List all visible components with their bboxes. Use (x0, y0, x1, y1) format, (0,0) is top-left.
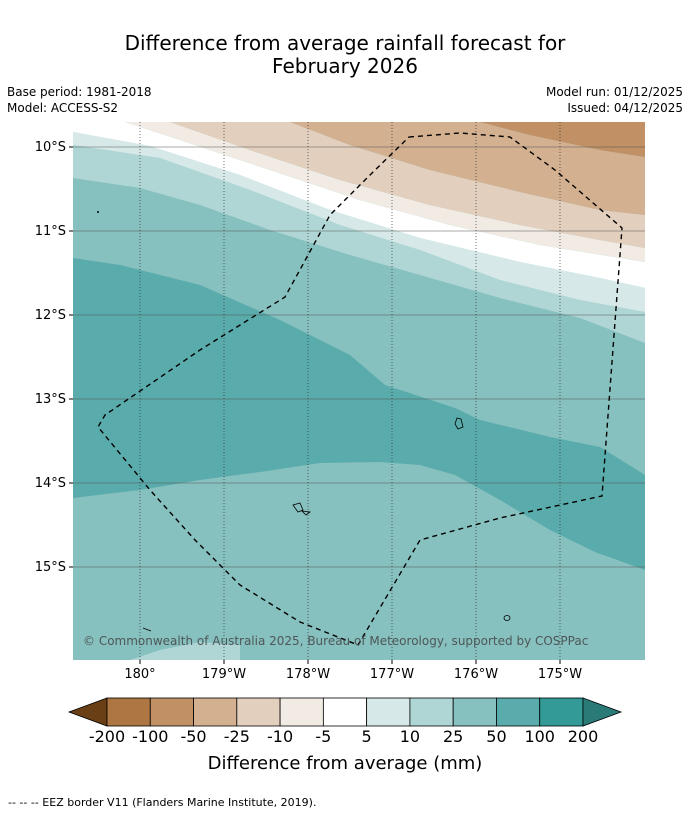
graticule (73, 146, 645, 568)
axis-ticks (69, 146, 561, 664)
band-minus10-minus5 (125, 122, 645, 262)
island-northwest (97, 211, 99, 213)
colorbar-swatch (322, 697, 368, 727)
colorbar-swatch (496, 697, 541, 727)
island-east (454, 417, 464, 430)
band-minus100-minus50 (480, 122, 645, 157)
eez-border (97, 132, 623, 646)
lon-label: 177°W (370, 667, 414, 682)
lat-label: 10°S (35, 140, 66, 155)
band-10-25-south (130, 642, 240, 660)
colorbar-tick-label: -100 (132, 727, 169, 746)
base-period: Base period: 1981-2018 (7, 85, 152, 99)
lat-label: 15°S (35, 560, 66, 575)
island-southeast (503, 615, 511, 621)
map-title-line1: Difference from average rainfall forecas… (124, 31, 566, 55)
colorbar-swatch (539, 697, 584, 727)
lat-label: 12°S (35, 308, 66, 323)
copyright-notice: © Commonwealth of Australia 2025, Bureau… (83, 634, 588, 648)
eez-footnote: -- -- -- EEZ border V11 (Flanders Marine… (8, 796, 317, 809)
colorbar-tick-label: 200 (567, 727, 599, 746)
colorbar-swatch (193, 697, 238, 727)
map-area (73, 122, 645, 660)
colorbar-tick-label: -25 (223, 727, 250, 746)
band-10-25 (73, 145, 645, 343)
colorbar-label: Difference from average (mm) (207, 753, 483, 774)
colorbar-swatch (106, 697, 151, 727)
colorbar-tick-label: 50 (486, 727, 507, 746)
lat-label: 11°S (35, 224, 66, 239)
model-name: Model: ACCESS-S2 (7, 101, 119, 115)
lon-label: 179°W (202, 667, 246, 682)
lon-label: 178°W (286, 667, 330, 682)
band-5-10 (73, 132, 645, 312)
colorbar-tick-label: -50 (180, 727, 207, 746)
colorbar-tick-label: -10 (267, 727, 294, 746)
model-run: Model run: 01/12/2025 (545, 85, 683, 99)
colorbar-tick-label: 5 (361, 727, 372, 746)
colorbar-tick-label: -200 (88, 727, 126, 746)
island-central (292, 502, 312, 516)
colorbar-extend-low (67, 697, 108, 727)
colorbar-swatch (409, 697, 454, 727)
colorbar-extend-high (582, 697, 623, 727)
colorbar-swatch (149, 697, 194, 727)
issued-date: Issued: 04/12/2025 (567, 101, 683, 115)
band-minus25-minus10 (170, 122, 645, 248)
island-southwest (142, 627, 152, 632)
colorbar (67, 697, 623, 727)
colorbar-swatch (236, 697, 281, 727)
colorbar-swatch (452, 697, 497, 727)
map-title-line2: February 2026 (272, 54, 418, 78)
lon-label: 180° (124, 667, 155, 682)
colorbar-tick-label: 100 (524, 727, 555, 746)
band-50-100 (73, 258, 645, 570)
lon-label: 176°W (454, 667, 498, 682)
lon-label: 175°W (538, 667, 582, 682)
colorbar-tick-label: -5 (315, 727, 332, 746)
colorbar-tick-label: 25 (442, 727, 464, 746)
colorbar-tick-label: 10 (399, 727, 421, 746)
lat-label: 14°S (35, 476, 66, 491)
band-minus50-minus25 (290, 122, 645, 215)
colorbar-swatch (366, 697, 411, 727)
lat-label: 13°S (35, 392, 66, 407)
band-neutral (73, 122, 645, 288)
colorbar-swatch (279, 697, 324, 727)
